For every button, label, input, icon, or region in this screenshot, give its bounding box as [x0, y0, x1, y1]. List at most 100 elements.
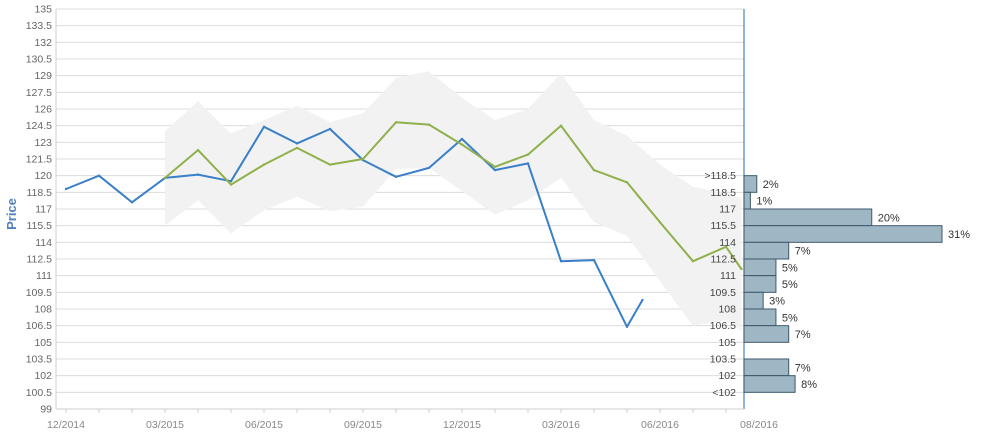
y-tick-label: 109.5 [26, 287, 52, 299]
x-tick-label: 06/2016 [641, 419, 679, 431]
forecast-point [493, 165, 497, 168]
x-tick-label: 12/2015 [443, 419, 481, 431]
price-point [625, 325, 629, 328]
price-point [130, 201, 134, 204]
bin-label: 111 [720, 270, 736, 282]
distribution-bar [743, 375, 796, 393]
forecast-point [163, 176, 167, 180]
series-lines [64, 121, 743, 328]
forecast-point [559, 124, 563, 127]
bin-label: 118.5 [711, 187, 737, 199]
distribution-data-label: 2% [763, 179, 779, 191]
forecast-point [460, 143, 464, 146]
y-tick-label: 105 [34, 337, 52, 349]
distribution-data-label: 8% [801, 379, 817, 391]
forecast-point [361, 157, 365, 161]
forecast-point [625, 181, 629, 184]
distribution-data-label: 5% [782, 262, 798, 274]
distribution-bar [743, 258, 777, 277]
y-tick-label: 129 [34, 70, 52, 82]
y-tick-label: 124.5 [26, 120, 52, 132]
y-tick-label: 102 [34, 370, 52, 382]
y-axis-label: Price [4, 198, 19, 230]
y-tick-label: 100.5 [26, 387, 52, 399]
distribution-data-label: 1% [756, 196, 772, 208]
bin-label: 109.5 [710, 287, 736, 299]
price-point [427, 166, 431, 170]
distribution-data-label: 7% [795, 246, 811, 258]
distribution-data-label: 5% [782, 312, 798, 324]
distribution-bar [743, 325, 790, 343]
x-tick-label: 03/2015 [146, 419, 184, 431]
forecast-point [295, 146, 299, 150]
y-tick-label: 112.5 [27, 254, 53, 266]
forecast-point [229, 183, 233, 186]
bin-label: 114 [719, 237, 736, 249]
bin-label: 105 [718, 337, 736, 349]
distribution-bar [743, 291, 764, 310]
distribution-bar [743, 241, 790, 260]
x-tick-label: 03/2016 [542, 419, 580, 431]
distribution-data-label: 7% [795, 362, 811, 374]
y-tick-label: 111 [36, 270, 52, 282]
price-point [559, 260, 563, 263]
forecast-point [262, 163, 266, 166]
forecast-point [328, 163, 332, 166]
price-point [328, 127, 332, 131]
distribution-data-label: 31% [948, 229, 970, 241]
x-tick-label: 08/2016 [740, 419, 778, 431]
price-point [460, 137, 464, 141]
bin-label: 106.5 [710, 320, 736, 332]
y-tick-label: 114 [35, 237, 52, 249]
price-point [526, 162, 530, 165]
bin-label: 112.5 [711, 254, 737, 266]
forecast-point [724, 245, 728, 248]
distribution-bar [743, 308, 777, 327]
price-point [295, 142, 299, 145]
y-tick-label: 135 [34, 4, 52, 16]
price-point [592, 258, 596, 262]
distribution-bar [743, 275, 777, 293]
y-tick-labels: 135 133.5 132 130.5 129 127.5 126 124.5 123 121.5… [26, 4, 52, 416]
distribution-bar [743, 175, 758, 193]
bin-label: 108 [718, 304, 736, 316]
y-tick-label: 115.5 [27, 220, 53, 232]
y-tick-label: 103.5 [26, 354, 52, 366]
forecast-point [427, 123, 431, 126]
y-tick-label: 108 [34, 304, 52, 316]
distribution-data-label: 20% [878, 212, 900, 224]
distribution-data-label: 7% [795, 329, 811, 341]
price-point [97, 174, 101, 177]
distribution-data-label: 5% [782, 279, 798, 291]
y-tick-label: 118.5 [27, 187, 53, 199]
y-tick-label: 106.5 [26, 320, 52, 332]
price-point [394, 175, 398, 178]
price-point [229, 180, 233, 183]
forecast-point [196, 148, 200, 152]
y-tick-label: 121.5 [26, 154, 52, 166]
x-tick-label: 09/2015 [344, 419, 382, 431]
band-area [165, 71, 742, 332]
price-point [64, 187, 68, 191]
x-tick-labels: 12/2014 03/2015 06/2015 09/2015 12/2015 03/20… [47, 419, 778, 431]
distribution-bar [743, 225, 943, 243]
distribution-bar [743, 208, 873, 227]
x-tick-label: 12/2014 [47, 419, 85, 431]
x-tick-label: 06/2015 [245, 419, 283, 431]
distribution-bar [743, 358, 790, 377]
forecast-point [691, 260, 695, 263]
y-tick-label: 99 [40, 404, 52, 416]
distribution-bar [743, 191, 751, 210]
distribution-data-label: 3% [769, 296, 785, 308]
price-point [262, 125, 266, 128]
price-point [493, 168, 497, 172]
y-tick-label: 126 [34, 104, 52, 116]
bin-label: 102 [718, 370, 736, 382]
forecast-point [592, 168, 596, 172]
forecast-point [740, 267, 743, 271]
bin-label: 103.5 [710, 354, 736, 366]
bin-label: 117 [719, 204, 736, 216]
y-tick-label: 117 [35, 204, 52, 216]
forecast-point [394, 121, 398, 124]
